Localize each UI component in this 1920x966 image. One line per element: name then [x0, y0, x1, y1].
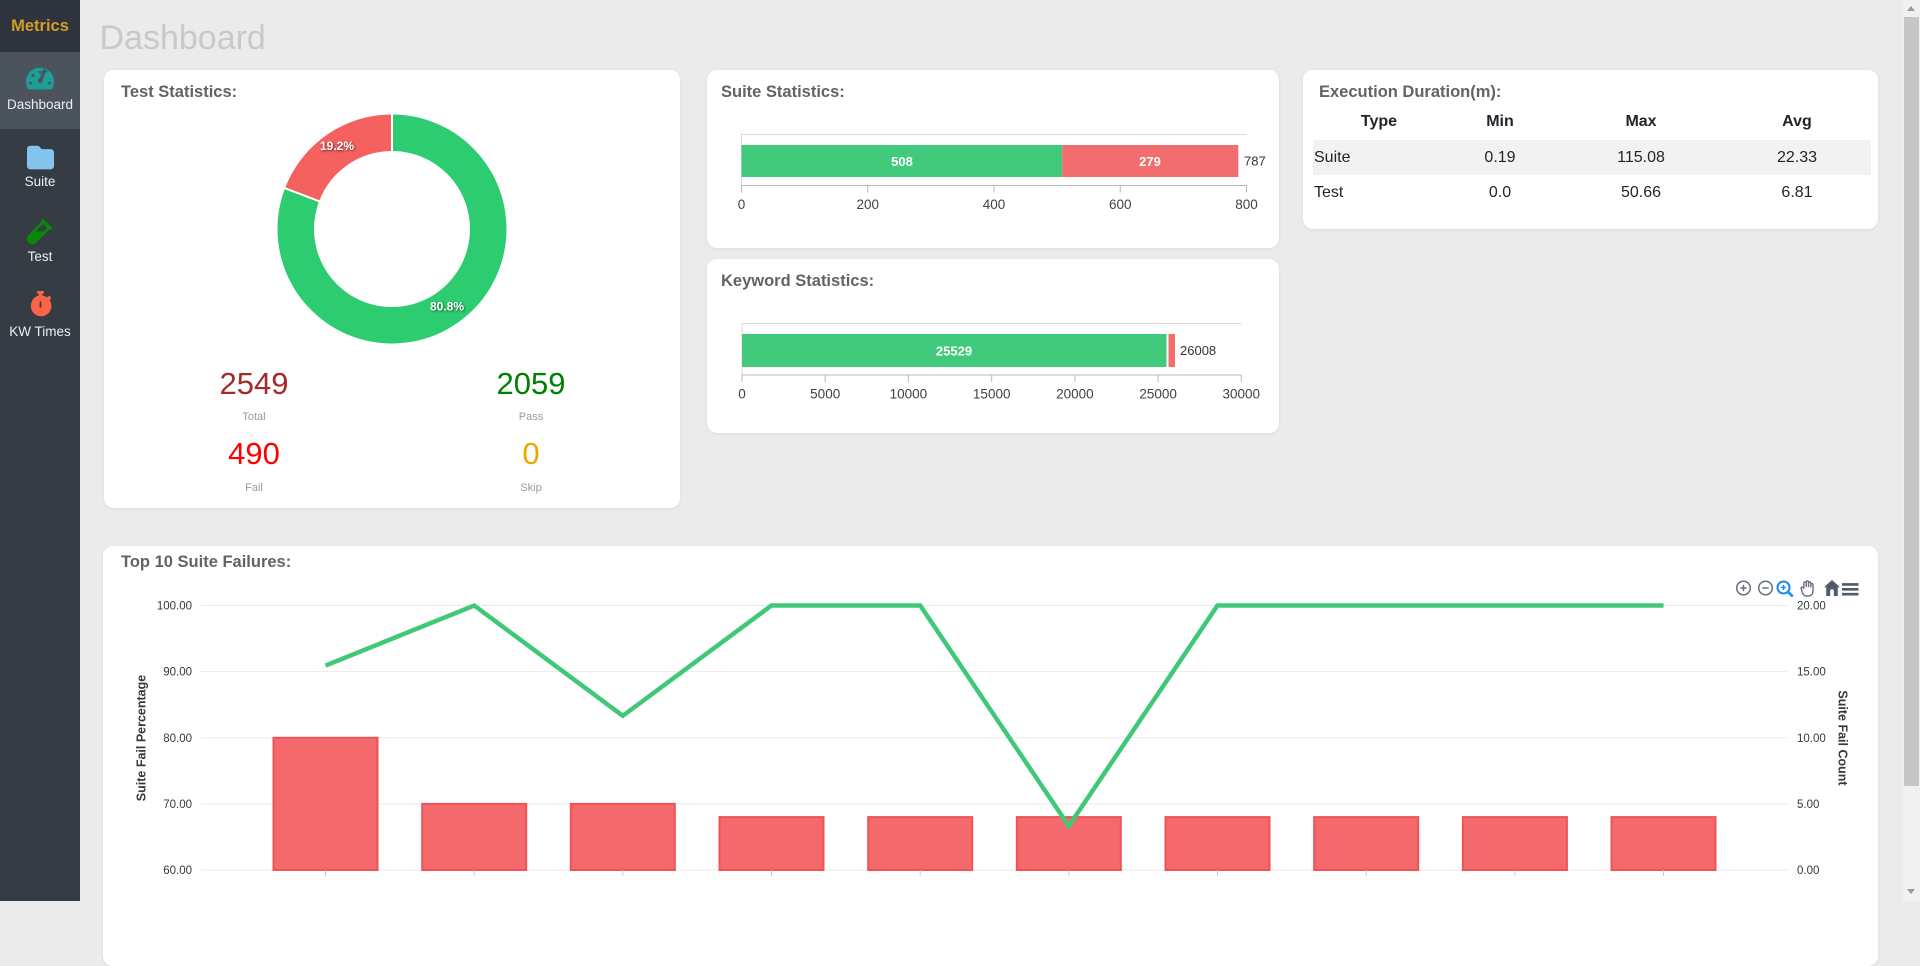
svg-text:0: 0 [738, 387, 746, 402]
svg-text:200: 200 [856, 197, 879, 212]
svg-text:10000: 10000 [890, 387, 928, 402]
svg-text:5000: 5000 [810, 387, 840, 402]
svg-text:5.00: 5.00 [1797, 799, 1819, 811]
svg-text:600: 600 [1109, 197, 1132, 212]
svg-text:100.00: 100.00 [157, 601, 192, 613]
svg-text:25529: 25529 [936, 344, 972, 359]
svg-text:Suite Fail Count: Suite Fail Count [1836, 690, 1850, 786]
svg-text:787: 787 [1244, 154, 1266, 169]
svg-text:279: 279 [1139, 154, 1161, 169]
svg-text:10.00: 10.00 [1797, 733, 1826, 745]
svg-text:400: 400 [983, 197, 1006, 212]
svg-text:15000: 15000 [973, 387, 1011, 402]
svg-text:0: 0 [738, 197, 746, 212]
svg-text:508: 508 [891, 154, 913, 169]
svg-text:60.00: 60.00 [163, 865, 192, 877]
svg-text:Suite Fail Percentage: Suite Fail Percentage [135, 675, 149, 801]
svg-text:30000: 30000 [1223, 387, 1261, 402]
svg-text:19.2%: 19.2% [320, 139, 354, 153]
svg-text:80.8%: 80.8% [430, 300, 464, 314]
svg-text:80.00: 80.00 [163, 733, 192, 745]
svg-text:25000: 25000 [1139, 387, 1177, 402]
svg-text:26008: 26008 [1180, 343, 1216, 358]
svg-text:90.00: 90.00 [163, 667, 192, 679]
svg-text:70.00: 70.00 [163, 799, 192, 811]
svg-text:15.00: 15.00 [1797, 667, 1826, 679]
svg-text:20.00: 20.00 [1797, 601, 1826, 613]
svg-text:0.00: 0.00 [1797, 865, 1819, 877]
svg-text:20000: 20000 [1056, 387, 1094, 402]
svg-text:800: 800 [1235, 197, 1258, 212]
